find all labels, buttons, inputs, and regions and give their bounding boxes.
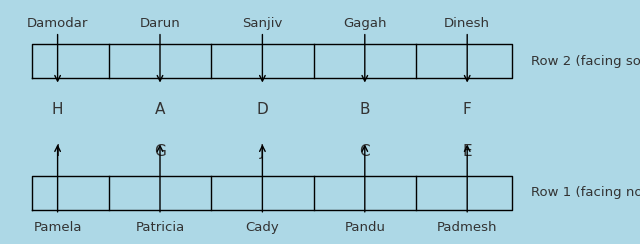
Text: C: C bbox=[360, 144, 370, 159]
Text: F: F bbox=[463, 102, 472, 117]
Text: E: E bbox=[462, 144, 472, 159]
Text: B: B bbox=[360, 102, 370, 117]
Text: D: D bbox=[257, 102, 268, 117]
Text: Padmesh: Padmesh bbox=[437, 221, 497, 234]
Text: A: A bbox=[155, 102, 165, 117]
Text: Row 1 (facing north): Row 1 (facing north) bbox=[531, 186, 640, 199]
Text: Darun: Darun bbox=[140, 17, 180, 30]
Text: Row 2 (facing south): Row 2 (facing south) bbox=[531, 54, 640, 68]
Text: Patricia: Patricia bbox=[136, 221, 184, 234]
Text: Gagah: Gagah bbox=[343, 17, 387, 30]
Text: J: J bbox=[260, 144, 265, 159]
Text: I: I bbox=[55, 144, 60, 159]
Text: Sanjiv: Sanjiv bbox=[242, 17, 283, 30]
Text: Cady: Cady bbox=[246, 221, 279, 234]
Text: G: G bbox=[154, 144, 166, 159]
Text: H: H bbox=[52, 102, 63, 117]
Text: Pamela: Pamela bbox=[33, 221, 82, 234]
Text: Pandu: Pandu bbox=[344, 221, 385, 234]
Text: Dinesh: Dinesh bbox=[444, 17, 490, 30]
Text: Damodar: Damodar bbox=[27, 17, 88, 30]
